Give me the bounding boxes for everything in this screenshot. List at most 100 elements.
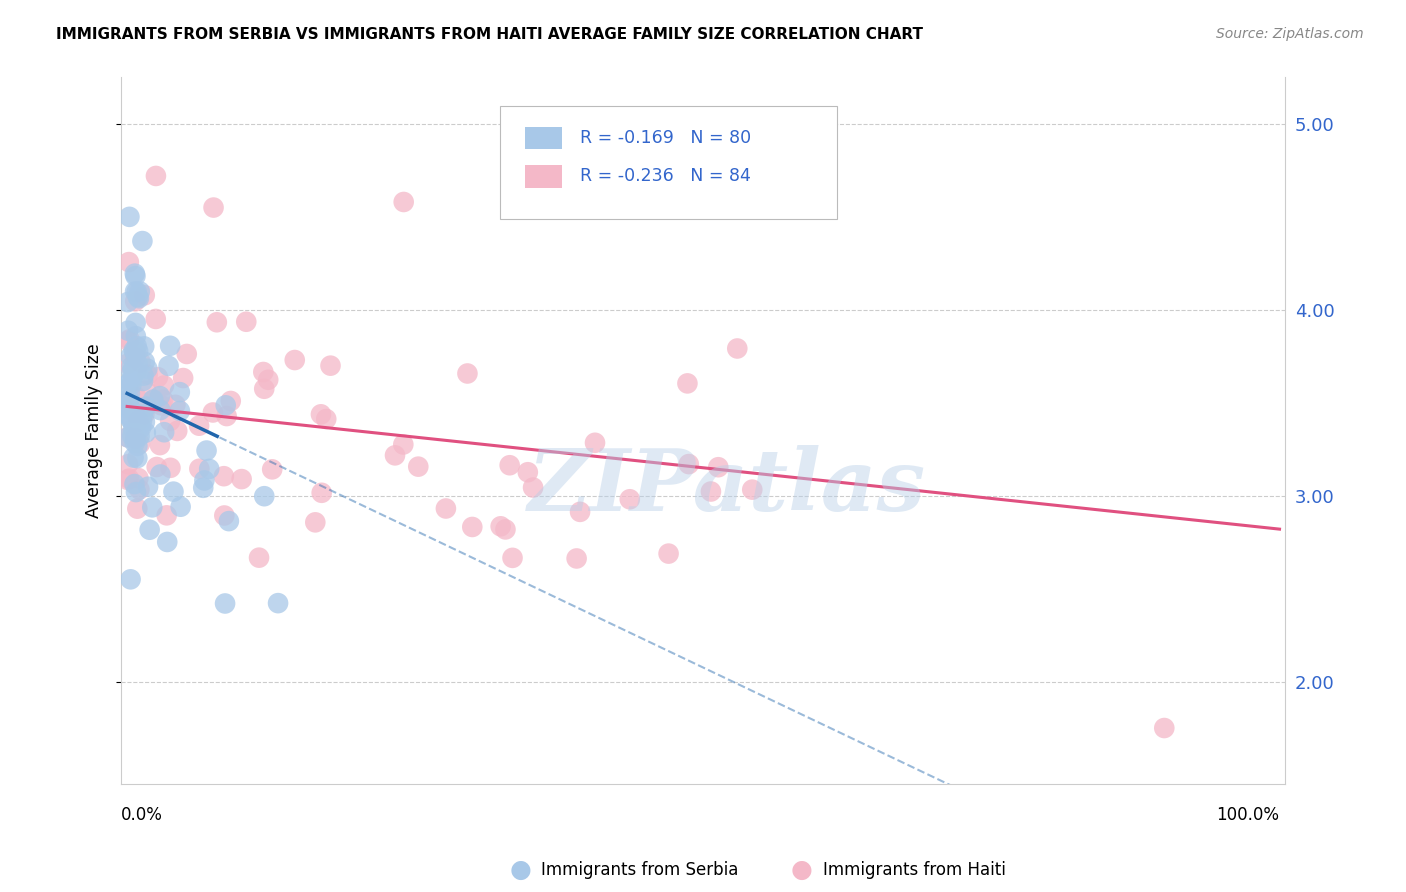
Point <box>311 485 333 500</box>
Point <box>384 448 406 462</box>
Point <box>193 474 215 488</box>
Point <box>124 285 146 299</box>
Point <box>157 359 180 373</box>
Point <box>319 359 342 373</box>
Point <box>120 373 142 387</box>
Point <box>124 435 146 450</box>
Point <box>121 414 143 428</box>
Point <box>122 450 145 465</box>
Point <box>159 414 181 428</box>
Point <box>150 398 173 412</box>
Point <box>117 408 139 422</box>
Point <box>188 418 211 433</box>
Point <box>120 401 142 416</box>
Point <box>502 550 524 565</box>
Point <box>134 339 156 353</box>
Point <box>156 508 179 523</box>
Point <box>136 361 159 376</box>
Point <box>725 342 748 356</box>
Point <box>134 415 156 429</box>
Point <box>165 398 187 412</box>
Point <box>392 437 415 451</box>
Point <box>138 523 160 537</box>
Point <box>565 551 588 566</box>
Point <box>304 516 326 530</box>
Text: ZIPatlas: ZIPatlas <box>527 445 925 529</box>
Point <box>127 471 149 485</box>
Point <box>127 439 149 453</box>
Point <box>149 403 172 417</box>
Point <box>141 500 163 515</box>
Point <box>117 334 139 348</box>
Point <box>247 550 270 565</box>
Point <box>522 481 544 495</box>
Point <box>434 501 457 516</box>
Point <box>117 295 139 310</box>
Point <box>122 368 145 383</box>
Text: Source: ZipAtlas.com: Source: ZipAtlas.com <box>1216 27 1364 41</box>
Point <box>205 315 228 329</box>
Point <box>214 597 236 611</box>
Point <box>120 365 142 379</box>
Point <box>159 339 181 353</box>
Point <box>117 401 139 416</box>
Point <box>461 520 484 534</box>
Point <box>309 407 332 421</box>
Point <box>129 355 152 369</box>
Point <box>120 412 142 426</box>
Point <box>231 472 253 486</box>
Point <box>315 412 337 426</box>
Point <box>128 291 150 305</box>
Y-axis label: Average Family Size: Average Family Size <box>86 343 103 518</box>
FancyBboxPatch shape <box>526 127 562 150</box>
Point <box>128 285 150 299</box>
Point <box>121 359 143 374</box>
Point <box>134 407 156 421</box>
Point <box>124 432 146 446</box>
Text: 100.0%: 100.0% <box>1216 806 1279 824</box>
Point <box>495 523 517 537</box>
Point <box>215 409 238 423</box>
Point <box>127 343 149 358</box>
Point <box>124 345 146 359</box>
Point <box>156 535 179 549</box>
Text: Immigrants from Serbia: Immigrants from Serbia <box>541 861 738 879</box>
Point <box>188 461 211 475</box>
Text: ●: ● <box>509 858 531 881</box>
Point <box>120 350 142 364</box>
Point <box>131 414 153 428</box>
Point <box>489 519 512 533</box>
Point <box>129 420 152 434</box>
Point <box>143 392 166 407</box>
Point <box>142 392 165 407</box>
Point <box>117 457 139 471</box>
Point <box>169 404 191 418</box>
FancyBboxPatch shape <box>526 165 562 187</box>
Point <box>169 385 191 400</box>
Point <box>159 460 181 475</box>
Point <box>741 483 763 497</box>
Point <box>124 269 146 284</box>
Point <box>676 376 699 391</box>
Point <box>267 596 290 610</box>
Point <box>202 201 225 215</box>
Point <box>124 351 146 365</box>
Point <box>125 364 148 378</box>
Point <box>145 169 167 183</box>
Point <box>135 400 157 414</box>
Point <box>132 374 155 388</box>
Point <box>125 285 148 299</box>
Point <box>262 462 284 476</box>
Point <box>149 389 172 403</box>
Point <box>678 457 700 471</box>
Point <box>149 438 172 452</box>
Point <box>406 459 429 474</box>
FancyBboxPatch shape <box>499 105 837 219</box>
Point <box>707 460 730 475</box>
Point <box>219 394 242 409</box>
Point <box>127 290 149 304</box>
Point <box>135 425 157 440</box>
Point <box>153 425 176 440</box>
Point <box>146 370 169 384</box>
Point <box>136 480 159 494</box>
